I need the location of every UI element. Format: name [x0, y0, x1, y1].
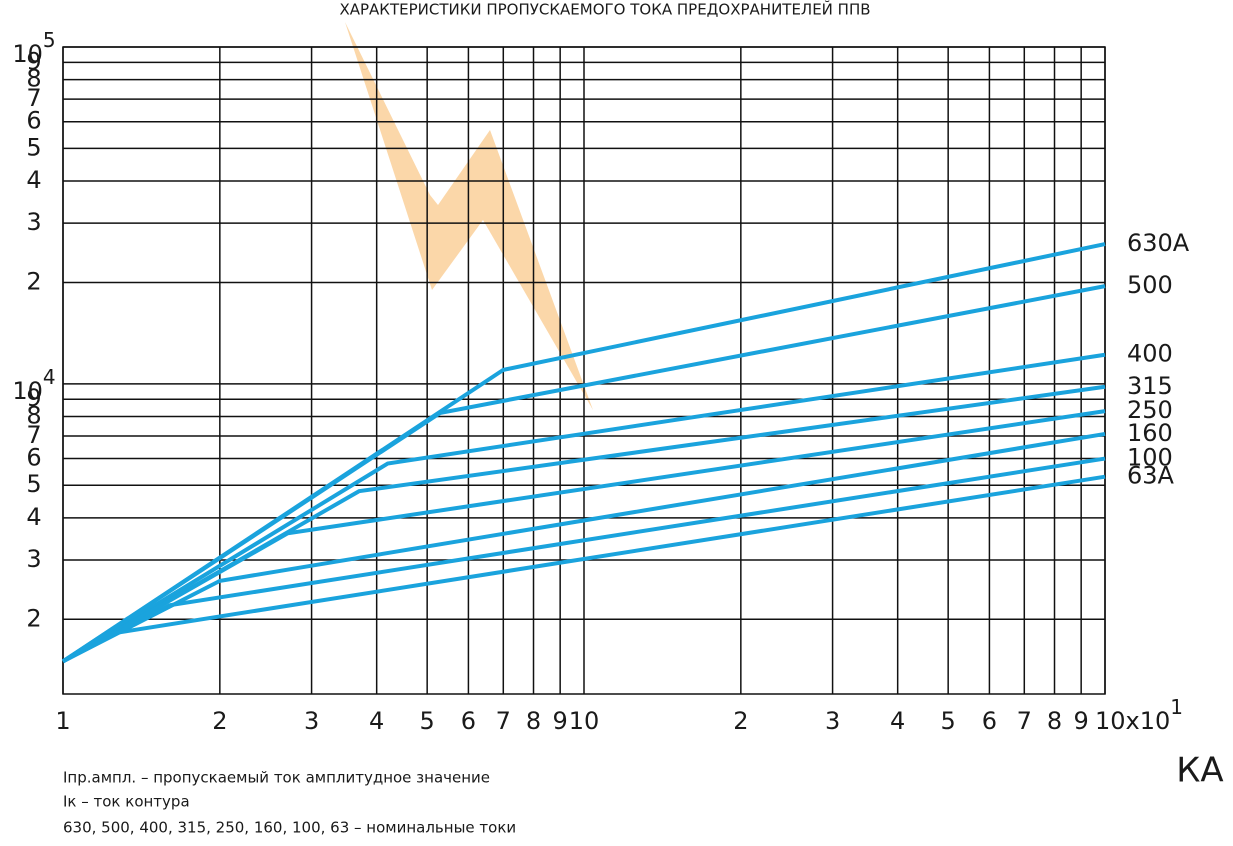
- x-tick-label: 3: [304, 707, 319, 735]
- x-tick-label: 9: [553, 707, 568, 735]
- series-label: 315: [1127, 372, 1173, 400]
- tick-label-base: 4: [26, 503, 41, 531]
- series-label: 63A: [1127, 462, 1175, 490]
- y-tick-label: 9: [26, 384, 41, 412]
- tick-label-base: 2: [26, 267, 41, 295]
- x-tick-label: 8: [526, 707, 541, 735]
- x-tick-label: 7: [1017, 707, 1032, 735]
- tick-label-base: 2: [733, 707, 748, 735]
- tick-label-base: 3: [26, 208, 41, 236]
- y-tick-label: 5: [26, 470, 41, 498]
- x-tick-label: 5: [420, 707, 435, 735]
- tick-label-base: 5: [26, 133, 41, 161]
- tick-label-exponent: 1: [1170, 695, 1183, 719]
- x-tick-label: 2: [212, 707, 227, 735]
- y-tick-label: 7: [26, 421, 41, 449]
- tick-label-base: 6: [26, 444, 41, 472]
- y-tick-label: 6: [26, 444, 41, 472]
- x-tick-label: 1: [55, 707, 70, 735]
- x-tick-label: 3: [825, 707, 840, 735]
- x-tick-label: 4: [369, 707, 384, 735]
- tick-label-base: 9: [1074, 707, 1089, 735]
- series-label: 500: [1127, 271, 1173, 299]
- series-line: [62, 456, 1106, 664]
- tick-label-base: 6: [982, 707, 997, 735]
- series-line: [61, 352, 1106, 664]
- y-tick-label: 8: [26, 65, 41, 93]
- tick-label-base: 5: [941, 707, 956, 735]
- y-tick-label: 9: [26, 47, 41, 75]
- series-label: 630A: [1127, 229, 1190, 257]
- tick-label-base: 7: [26, 421, 41, 449]
- tick-label-base: 3: [825, 707, 840, 735]
- tick-label-base: 10: [12, 377, 43, 405]
- x-axis-label: КА: [1176, 751, 1223, 791]
- chart-title: ХАРАКТЕРИСТИКИ ПРОПУСКАЕМОГО ТОКА ПРЕДОХ…: [339, 0, 870, 19]
- tick-label-base: 9: [26, 384, 41, 412]
- x-tick-label: 10: [569, 707, 600, 735]
- tick-label-base: 4: [26, 166, 41, 194]
- series-line: [61, 474, 1106, 664]
- y-tick-label: 7: [26, 84, 41, 112]
- tick-label-base: 7: [26, 84, 41, 112]
- tick-label-base: 8: [26, 401, 41, 429]
- y-tick-label: 104: [12, 364, 55, 405]
- note: 630, 500, 400, 315, 250, 160, 100, 63 – …: [63, 819, 516, 837]
- y-tick-label: 3: [26, 545, 41, 573]
- x-tick-label: 6: [982, 707, 997, 735]
- tick-label-exponent: 5: [43, 28, 56, 52]
- x-tick-label: 9: [1074, 707, 1089, 735]
- series-label: 250: [1127, 396, 1173, 424]
- tick-label-base: 2: [26, 604, 41, 632]
- x-tick-label: 6: [461, 707, 476, 735]
- x-tick-label: 2: [733, 707, 748, 735]
- series-label: 160: [1127, 419, 1173, 447]
- series-label: 400: [1127, 340, 1173, 368]
- y-tick-label: 105: [12, 28, 55, 69]
- tick-label-base: 9: [26, 47, 41, 75]
- x-tick-label: 7: [496, 707, 511, 735]
- y-tick-label: 3: [26, 208, 41, 236]
- series-line: [61, 284, 1106, 664]
- x-tick-label: 5: [941, 707, 956, 735]
- note: Iк – ток контура: [63, 793, 190, 811]
- tick-label-base: 6: [26, 107, 41, 135]
- y-tick-label: 4: [26, 503, 41, 531]
- y-tick-label: 5: [26, 133, 41, 161]
- tick-label-base: 10: [12, 40, 43, 68]
- y-tick-label: 4: [26, 166, 41, 194]
- series-line: [62, 409, 1106, 664]
- tick-label-base: 8: [26, 65, 41, 93]
- tick-label-exponent: 4: [43, 364, 56, 388]
- y-tick-label: 2: [26, 267, 41, 295]
- y-tick-label: 8: [26, 401, 41, 429]
- series-label: 100: [1127, 444, 1173, 472]
- tick-label-base: 10x10: [1095, 707, 1170, 735]
- x-tick-label: 4: [890, 707, 905, 735]
- tick-label-base: 8: [1047, 707, 1062, 735]
- tick-label-base: 3: [26, 545, 41, 573]
- x-tick-label: 10x101: [1095, 695, 1183, 736]
- tick-label-base: 4: [890, 707, 905, 735]
- note: Iпр.ампл. – пропускаемый ток амплитудное…: [63, 769, 490, 787]
- y-tick-label: 6: [26, 107, 41, 135]
- y-tick-label: 2: [26, 604, 41, 632]
- tick-label-base: 7: [1017, 707, 1032, 735]
- x-tick-label: 8: [1047, 707, 1062, 735]
- tick-label-base: 5: [26, 470, 41, 498]
